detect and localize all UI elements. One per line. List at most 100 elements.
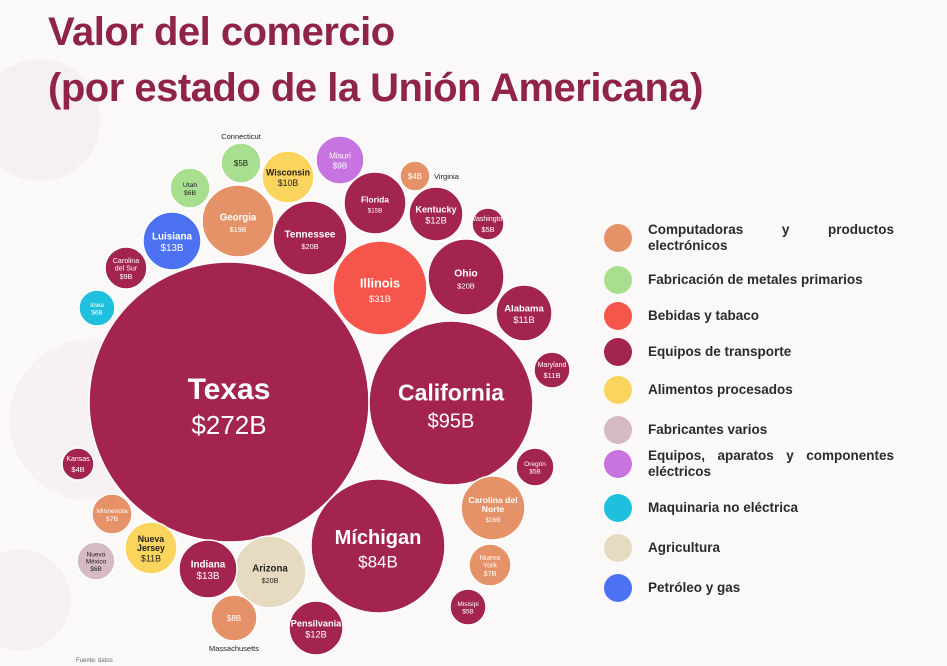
bubble-circle-connecticut <box>220 142 262 184</box>
bubble-circle-luisiana <box>142 211 202 271</box>
bubble-circle-iowa <box>78 289 116 327</box>
bubble-value-kentucky: $12B <box>425 215 446 225</box>
bubble-name-arizona: Arizona <box>252 564 288 575</box>
bubble-name-nueva-jersey: Jersey <box>137 543 165 553</box>
bubble-circle-minnesota <box>91 493 133 535</box>
bubble-georgia: Georgia$19B <box>201 184 275 258</box>
legend-item-equipos-de-transporte: Equipos de transporte <box>604 338 894 366</box>
legend-label: Petróleo y gas <box>648 580 741 595</box>
legend-item-alimentos-procesados: Alimentos procesados <box>604 376 894 404</box>
legend-label: Fabricantes varios <box>648 422 768 437</box>
legend-item-petroleo-y-gas: Petróleo y gas <box>604 574 894 602</box>
bubble-name-kansas: Kansas <box>66 456 90 463</box>
bubble-value-iowa: $6B <box>91 310 103 317</box>
bubble-value-kansas: $4B <box>71 465 84 474</box>
legend-swatch <box>604 376 632 404</box>
bubble-value-minnesota: $7B <box>106 516 119 523</box>
bubble-circle-kentucky <box>408 186 464 242</box>
bubble-circle-georgia <box>201 184 275 258</box>
bubble-name-kentucky: Kentucky <box>415 204 457 214</box>
bubble-value-massachusetts: $8B <box>227 614 241 623</box>
bubble-name-wisconsin: Wisconsin <box>266 167 310 177</box>
legend-label: Maquinaria no eléctrica <box>648 500 799 515</box>
legend-swatch <box>604 416 632 444</box>
bubble-circle-indiana <box>178 539 238 599</box>
bubble-circle-misuri <box>315 135 365 185</box>
bubble-value-florida: $15B <box>368 207 382 214</box>
bubble-name-florida: Florida <box>361 195 389 205</box>
bubble-name-misuri: Misuri <box>329 152 351 161</box>
bubble-name-luisiana: Luisiana <box>152 231 193 242</box>
bubble-value-maryland: $11B <box>544 371 561 380</box>
legend-item-maquinaria-no-electrica: Maquinaria no eléctrica <box>604 494 894 522</box>
bubble-value-misuri: $9B <box>333 161 348 170</box>
bubble-name-michigan: Míchigan <box>335 527 422 549</box>
bubble-circle-alabama <box>495 284 553 342</box>
bubble-name-georgia: Georgia <box>220 213 257 224</box>
bubble-utah: Utah$6B <box>169 167 211 209</box>
bubble-oregon: Oregón$5B <box>515 447 555 487</box>
bubble-circle-florida <box>343 171 407 235</box>
bubble-value-washington: $5B <box>481 225 494 234</box>
bubble-name-nueva-york: Nueva <box>480 554 501 562</box>
bubble-tennessee: Tennessee$20B <box>272 200 348 276</box>
bubble-circle-carolina-del-norte <box>460 475 526 541</box>
bubble-circle-massachusetts <box>210 594 258 642</box>
bubble-value-utah: $6B <box>184 190 197 197</box>
bubble-wisconsin: Wisconsin$10B <box>261 150 315 204</box>
bubble-name-california: California <box>398 379 504 405</box>
bubble-kansas: Kansas $4B <box>61 447 95 481</box>
legend-label: Computadoras y productos electrónicos <box>648 222 894 253</box>
bubble-value-luisiana: $13B <box>160 243 183 254</box>
bubble-michigan: Míchigan $84B <box>310 478 446 614</box>
legend-item-equipos-aparatos-y-componentes-electricos: Equipos, aparatos y componentes eléctric… <box>604 448 894 480</box>
bubble-circle-oregon <box>515 447 555 487</box>
chart-title: Valor del comercio <box>48 10 395 54</box>
bubble-virginia: Virginia $4B <box>399 160 460 192</box>
bubble-name-nuevo-mexico: México <box>86 558 107 565</box>
legend-swatch <box>604 338 632 366</box>
legend-item-agricultura: Agricultura <box>604 534 894 562</box>
legend-label: Equipos de transporte <box>648 344 792 359</box>
bubble-florida: Florida $15B <box>343 171 407 235</box>
bubble-value-indiana: $13B <box>196 571 219 582</box>
bubble-circle-kansas <box>61 447 95 481</box>
bubble-value-nueva-york: $7B <box>484 570 497 578</box>
bubble-name-oregon: Oregón <box>524 461 546 468</box>
bubble-name-nuevo-mexico: Nuevo <box>87 551 106 558</box>
bubble-name-misisipi: Misisipi <box>457 601 478 608</box>
legend-swatch <box>604 266 632 294</box>
legend-swatch <box>604 574 632 602</box>
legend-item-fabricacion-de-metales-primarios: Fabricación de metales primarios <box>604 266 894 294</box>
bubble-name-nueva-york: York <box>483 561 497 569</box>
bubble-name-illinois: Illinois <box>360 276 400 290</box>
legend-item-computadoras-y-productos-electronicos: Computadoras y productos electrónicos <box>604 222 894 254</box>
chart-subtitle: (por estado de la Unión Americana) <box>48 66 703 110</box>
bubble-value-michigan: $84B <box>358 553 398 572</box>
bubble-connecticut: Connecticut $5B <box>220 132 262 184</box>
bubble-name-maryland: Maryland <box>538 362 567 369</box>
legend-label: Agricultura <box>648 540 721 555</box>
legend-label: Alimentos procesados <box>648 382 793 397</box>
bubble-name-utah: Utah <box>183 182 198 189</box>
bubble-name-texas: Texas <box>188 373 271 406</box>
bubble-value-pensilvania: $12B <box>305 629 326 639</box>
bubble-value-carolina-del-sur: $9B <box>120 273 133 281</box>
bubble-circle-carolina-del-sur <box>104 246 148 290</box>
bubble-circle-washington <box>471 207 505 241</box>
legend-swatch <box>604 534 632 562</box>
bubble-minnesota: Minnesota$7B <box>91 493 133 535</box>
bubble-value-arizona: $20B <box>262 576 279 585</box>
bubble-pensilvania: Pensilvania$12B <box>288 600 344 656</box>
bubble-maryland: Maryland $11B <box>533 351 571 389</box>
bubble-name-pensilvania: Pensilvania <box>291 618 342 628</box>
bubble-value-carolina-del-norte: $16B <box>486 517 501 524</box>
bubble-value-tennessee: $20B <box>301 242 318 251</box>
bubble-chart: Texas $272B California $95B Míchigan $84B Illi… <box>61 132 571 656</box>
bubble-misuri: Misuri$9B <box>315 135 365 185</box>
bubble-texas: Texas $272B <box>88 261 370 543</box>
bubble-name-tennessee: Tennessee <box>285 230 336 241</box>
bubble-name-carolina-del-norte: Carolina del <box>468 495 517 505</box>
